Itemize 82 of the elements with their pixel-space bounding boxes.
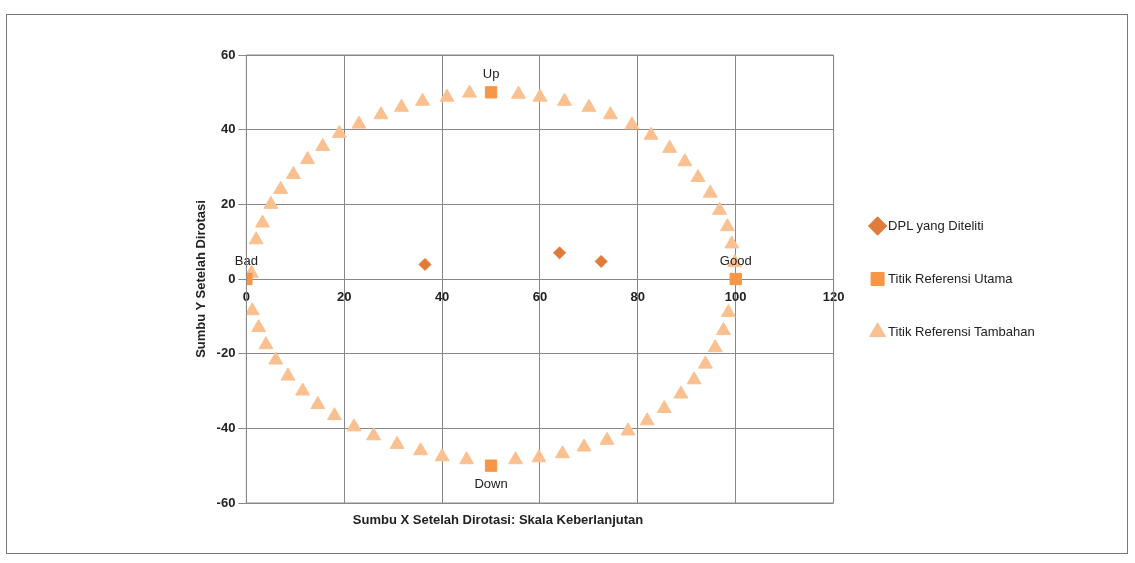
point (331, 124, 347, 138)
point (707, 339, 723, 353)
point (719, 218, 735, 232)
point (248, 231, 264, 245)
x-tick-label: 100 (724, 289, 747, 305)
legend-label: Titik Referensi Tambahan (888, 323, 1035, 339)
point (716, 322, 731, 336)
point (366, 427, 382, 441)
point (310, 395, 326, 409)
point (418, 257, 432, 271)
point (603, 106, 618, 120)
point (280, 367, 296, 381)
point (531, 449, 547, 463)
point (434, 448, 450, 462)
point (459, 451, 475, 465)
point (511, 85, 526, 99)
y-tick-label: -60 (216, 494, 236, 510)
point (327, 407, 342, 421)
point (439, 88, 455, 102)
point (415, 92, 430, 106)
y-tick-label: 60 (220, 46, 236, 62)
point (624, 116, 640, 130)
annotation: Good (719, 253, 752, 269)
x-tick-label: 120 (822, 289, 845, 305)
point (620, 422, 636, 436)
point (263, 195, 279, 209)
point (532, 88, 548, 102)
point (300, 151, 315, 165)
point (295, 382, 311, 396)
x-tick-label: 40 (434, 289, 450, 305)
x-tick-label: 80 (630, 289, 646, 305)
y-tick-label: 0 (228, 270, 236, 286)
point (697, 355, 713, 369)
point (484, 459, 498, 472)
point (702, 184, 718, 198)
y-tick-label: 20 (220, 195, 236, 211)
point (557, 92, 572, 106)
point (690, 168, 706, 182)
point (724, 235, 740, 249)
point (720, 304, 736, 318)
annotation: Down (474, 475, 508, 491)
point (594, 254, 608, 268)
y-tick-label: 40 (220, 121, 236, 137)
point (656, 400, 672, 414)
point (581, 98, 597, 112)
point (673, 385, 689, 399)
annotation: Up (482, 66, 500, 82)
y-axis-title: Sumbu Y Setelah Dirotasi (193, 200, 209, 358)
point (258, 336, 274, 350)
point (251, 319, 267, 333)
x-axis-title: Sumbu X Setelah Dirotasi: Skala Keberlanjutan (351, 512, 645, 527)
point (686, 371, 702, 385)
legend-label: Titik Referensi Utama (888, 270, 1014, 286)
point (413, 442, 429, 456)
point (576, 438, 592, 452)
point (677, 153, 693, 167)
point (729, 272, 742, 286)
point (639, 412, 655, 426)
x-tick-label: 60 (532, 289, 548, 305)
point (462, 84, 477, 98)
point (246, 302, 260, 316)
y-tick-label: -20 (216, 345, 236, 361)
point (508, 451, 523, 465)
point (346, 418, 362, 432)
point (555, 445, 570, 459)
point (273, 180, 289, 194)
y-tick-label: -40 (216, 419, 236, 435)
point (394, 98, 409, 112)
point (315, 137, 331, 151)
point (351, 115, 367, 129)
point (268, 351, 284, 365)
point (712, 201, 727, 215)
annotation: Bad (234, 253, 258, 269)
point (373, 106, 389, 120)
point (255, 214, 270, 228)
point (599, 431, 615, 445)
point (643, 126, 659, 140)
x-tick-label: 20 (337, 289, 352, 305)
point (389, 435, 405, 449)
legend-label: DPL yang Diteliti (888, 217, 984, 233)
point (662, 139, 678, 153)
point (285, 165, 301, 179)
